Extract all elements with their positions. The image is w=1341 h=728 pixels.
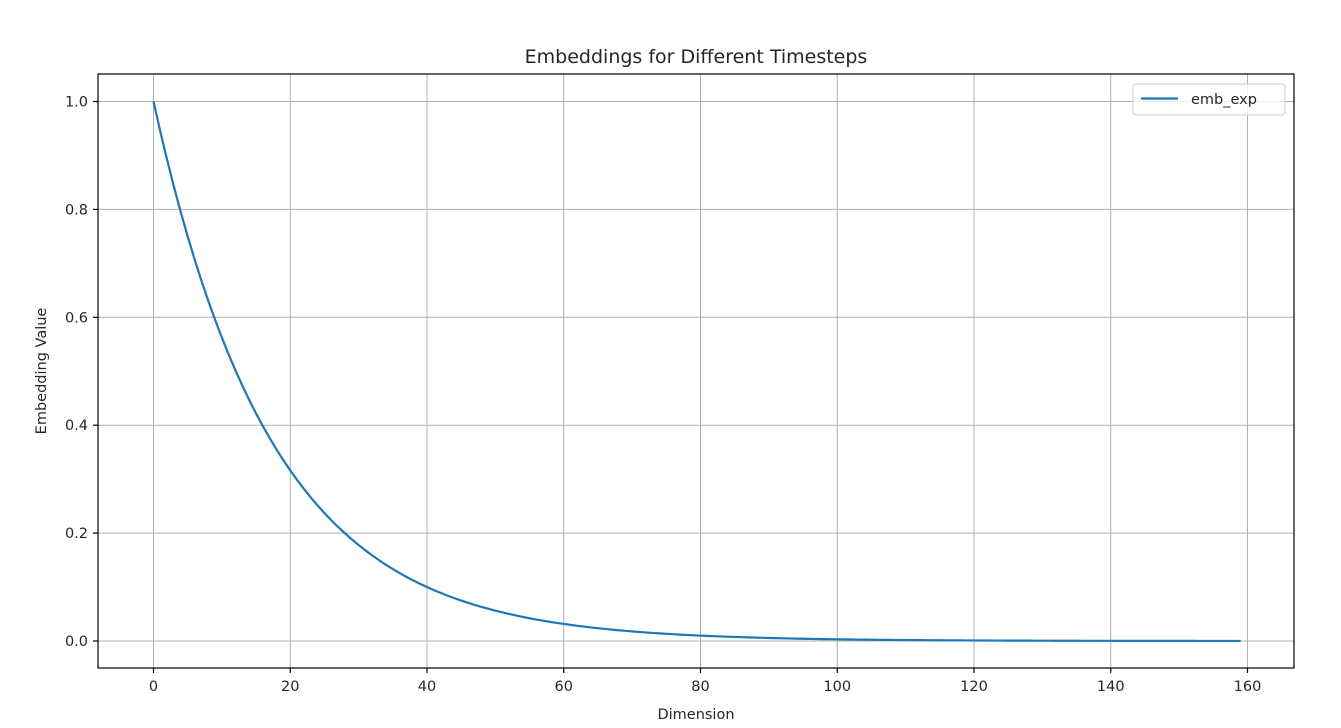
- x-tick-label: 40: [418, 679, 436, 695]
- y-tick-label: 1.0: [65, 95, 88, 111]
- y-tick-label: 0.2: [65, 526, 88, 542]
- y-tick-label: 0.8: [65, 202, 88, 218]
- x-tick-label: 60: [555, 679, 573, 695]
- grid-lines: [98, 74, 1294, 668]
- x-tick-label: 100: [823, 679, 851, 695]
- x-tick-label: 80: [691, 679, 709, 695]
- x-tick-label: 0: [149, 679, 158, 695]
- y-axis-label: Embedding Value: [34, 308, 50, 435]
- y-tick-label: 0.0: [65, 634, 88, 650]
- x-tick-label: 140: [1097, 679, 1125, 695]
- series-line-emb-exp: [152, 101, 1241, 643]
- x-tick-label: 20: [281, 679, 299, 695]
- y-axis-ticks: 0.0 0.2 0.4 0.6 0.8 1.0: [65, 95, 98, 650]
- chart-title: Embeddings for Different Timesteps: [525, 46, 868, 68]
- legend-box: [1132, 83, 1286, 116]
- x-tick-label: 160: [1234, 679, 1262, 695]
- y-tick-label: 0.4: [65, 418, 88, 434]
- x-axis-label: Dimension: [657, 707, 734, 723]
- y-tick-label: 0.6: [65, 310, 88, 326]
- legend-label: emb_exp: [1191, 92, 1257, 108]
- x-tick-label: 120: [960, 679, 988, 695]
- x-axis-ticks: 0 20 40 60 80 100 120 140 160: [149, 668, 1261, 695]
- axes-frame: [97, 73, 1295, 669]
- legend: emb_exp: [1132, 83, 1286, 116]
